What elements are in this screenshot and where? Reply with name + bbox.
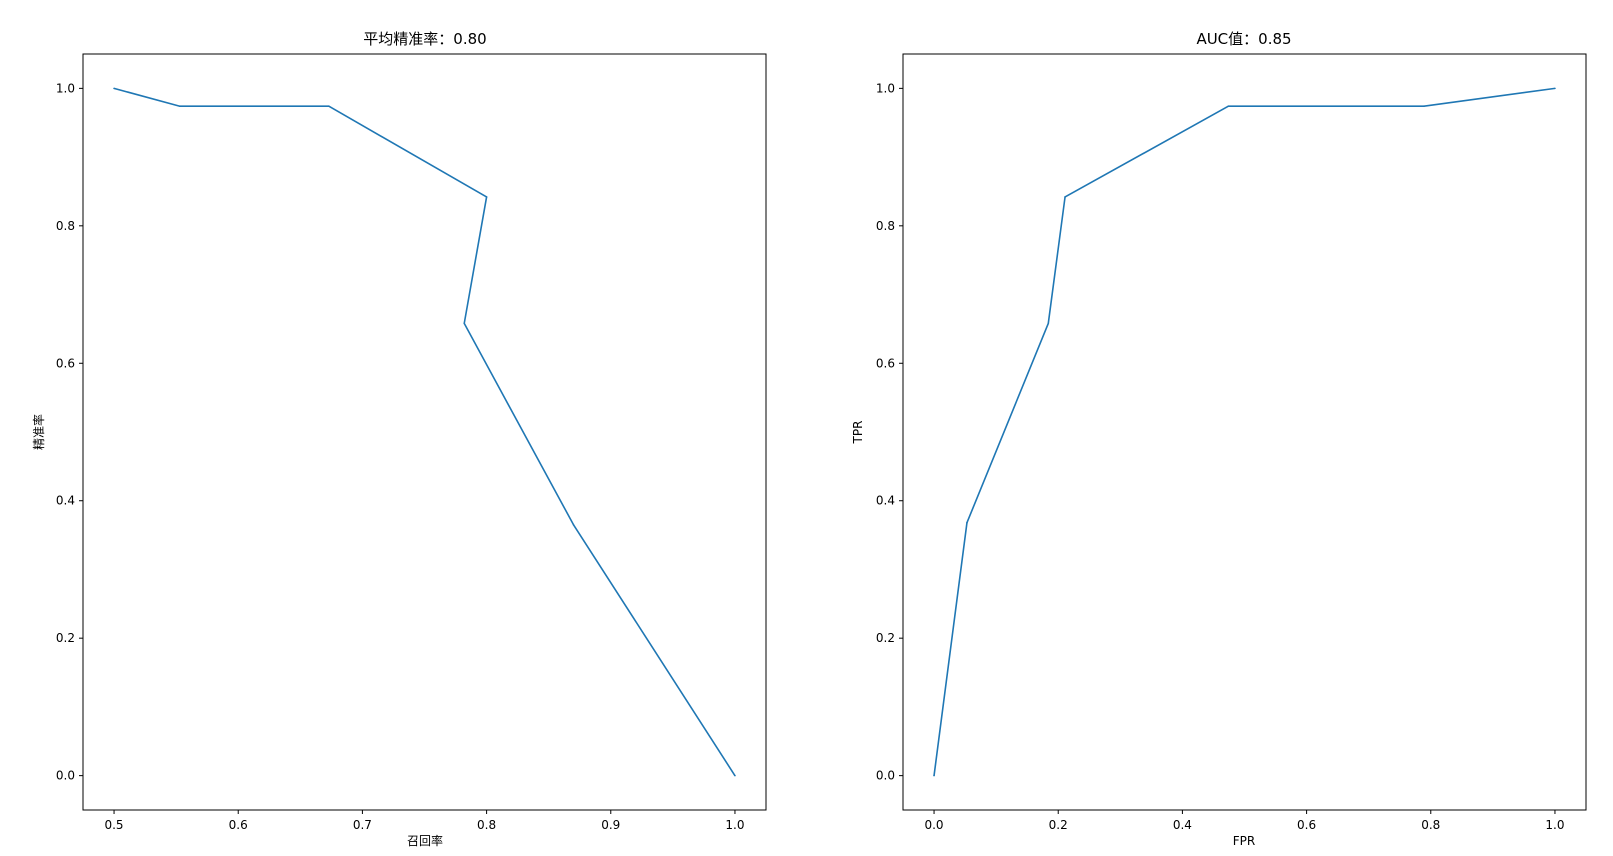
roc-series [933,87,1556,777]
pr-data-point [113,87,115,90]
roc-data-point [1064,196,1066,198]
pr-y-tick-label: 0.8 [56,219,75,233]
roc-y-tick-label: 0.4 [876,494,895,508]
roc-x-tick-label: 0.0 [924,818,943,832]
pr-data-point [328,105,330,108]
pr-x-tick-label: 0.9 [601,818,620,832]
pr-x-tick-label: 0.8 [477,818,496,832]
roc-data-point [1227,105,1230,108]
roc-data-point [1047,322,1050,325]
pr-y-axis-label: 精准率 [31,414,46,450]
roc-chart-title: AUC值：0.85 [1196,30,1291,48]
roc-y-tick-label: 1.0 [876,81,895,95]
pr-y-tick-label: 0.0 [56,769,75,783]
pr-y-ticks: 0.0 0.2 0.4 0.6 0.8 1.0 [56,81,83,783]
roc-data-point [1554,87,1556,90]
roc-x-tick-label: 0.6 [1297,818,1316,832]
roc-y-tick-label: 0.6 [876,356,895,370]
pr-x-tick-label: 0.5 [104,818,123,832]
roc-plot-frame [902,53,1587,811]
roc-x-tick-label: 0.8 [1421,818,1440,832]
pr-chart: 平均精准率：0.80 0.5 0.6 0.7 0.8 0.9 1.0 0.00.20.40… [31,30,767,848]
pr-data-point [572,523,575,526]
pr-x-tick-label: 0.7 [353,818,372,832]
pr-x-ticks: 0.5 0.6 0.7 0.8 0.9 1.0 [104,810,745,832]
roc-y-ticks: 0.0 0.2 0.4 0.6 0.8 1.0 [876,81,903,783]
pr-x-tick-label: 0.6 [229,818,248,832]
pr-plot-frame [82,53,767,811]
roc-y-tick-label: 0.2 [876,631,895,645]
pr-data-point [734,774,736,777]
pr-x-tick-label: 1.0 [725,818,744,832]
roc-x-tick-label: 0.4 [1173,818,1192,832]
pr-chart-title: 平均精准率：0.80 [363,30,486,48]
roc-chart: AUC值：0.85 0.0 0.2 0.4 0.6 0.8 1.0 0.00.20.40.… [851,30,1587,848]
roc-x-axis-label: FPR [1233,834,1255,848]
roc-data-point [966,521,968,524]
pr-y-tick-label: 1.0 [56,81,75,95]
pr-data-point [179,105,181,108]
roc-x-tick-label: 0.2 [1049,818,1068,832]
pr-y-tick-label: 0.4 [56,494,75,508]
pr-data-point [463,322,466,325]
roc-data-point [933,774,935,777]
pr-y-tick-label: 0.6 [56,356,75,370]
roc-data-point [1423,105,1425,108]
roc-y-tick-label: 0.8 [876,219,895,233]
roc-y-tick-label: 0.0 [876,769,895,783]
pr-data-point [485,196,488,198]
pr-x-axis-label: 召回率 [407,833,443,848]
pr-y-tick-label: 0.2 [56,631,75,645]
pr-series [113,87,736,777]
roc-x-tick-label: 1.0 [1545,818,1564,832]
roc-x-ticks: 0.0 0.2 0.4 0.6 0.8 1.0 [924,810,1565,832]
roc-y-axis-label: TPR [851,421,865,445]
